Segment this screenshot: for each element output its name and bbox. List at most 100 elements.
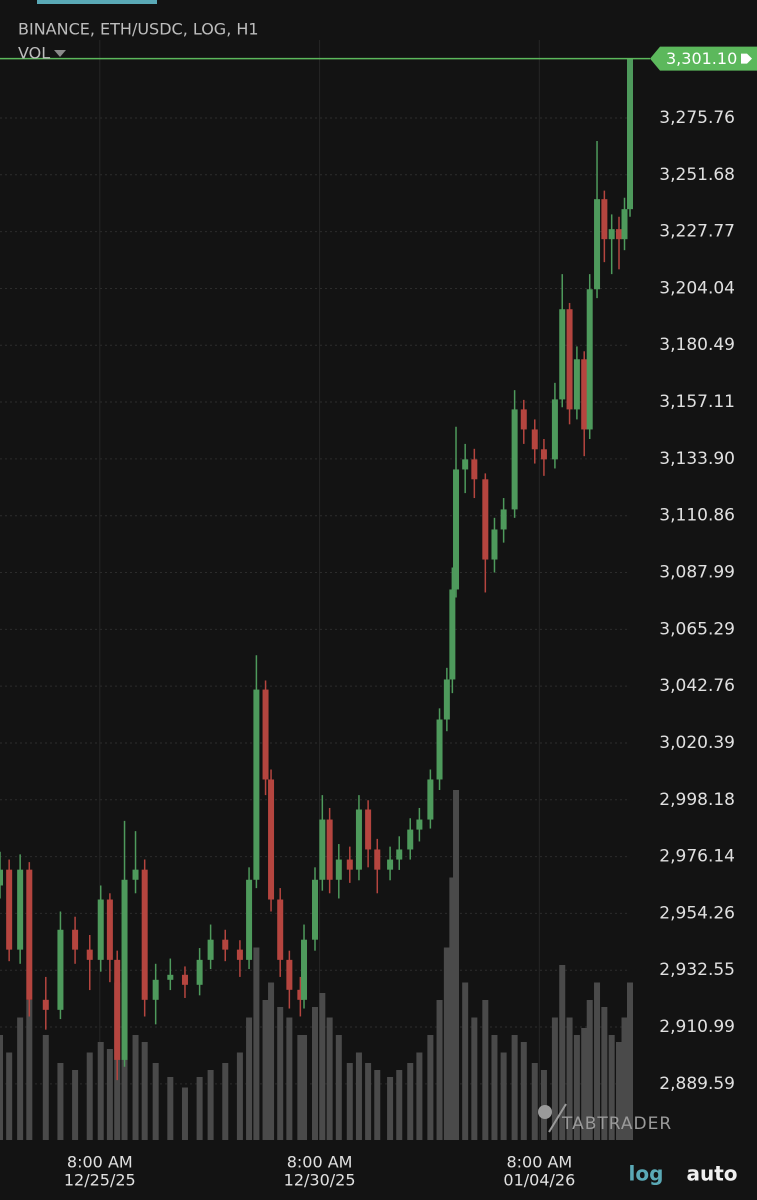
y-tick-label: 2,889.59 (659, 1074, 735, 1094)
candle-body (181, 974, 188, 985)
y-tick-label: 2,976.14 (659, 847, 735, 867)
volume-bar (181, 1087, 188, 1140)
candle-body (616, 229, 623, 240)
y-tick-label: 3,157.11 (659, 392, 735, 412)
volume-bar (520, 1042, 527, 1140)
candle-body (141, 869, 148, 1000)
candle-body (520, 409, 527, 430)
volume-bar (222, 1063, 229, 1140)
y-tick-label: 3,251.68 (659, 165, 735, 185)
volume-bar (427, 1035, 434, 1140)
candle-body (86, 949, 93, 960)
volume-bar (121, 1000, 128, 1140)
price-tag-icon (741, 53, 752, 64)
y-tick-label: 3,204.04 (659, 278, 735, 298)
candle-body (627, 58, 633, 210)
auto-button[interactable]: auto (686, 1162, 737, 1186)
candle-body (581, 359, 588, 430)
watermark-text: TABTRADER (561, 1114, 672, 1134)
y-tick-label: 2,998.18 (659, 790, 735, 810)
volume-bar (462, 982, 469, 1140)
candle-body (449, 589, 456, 680)
volume-bar (141, 1042, 148, 1140)
volume-bar (581, 1028, 588, 1140)
volume-bar (449, 877, 456, 1140)
candle-layer (0, 58, 633, 1081)
candle-body (621, 209, 628, 240)
candle-body (573, 359, 580, 410)
candle-body (511, 409, 518, 510)
candle-body (97, 899, 104, 960)
volume-bar (586, 1000, 593, 1140)
candle-body (57, 929, 64, 1010)
volume-bar (551, 1017, 558, 1140)
volume-bar (152, 1063, 159, 1140)
volume-bar (106, 1049, 113, 1140)
indicator-label[interactable]: VOL (18, 44, 50, 63)
watermark-icon (538, 1105, 552, 1119)
x-tick-label: 8:00 AM (506, 1153, 572, 1172)
volume-bar (286, 1017, 293, 1140)
volume-bar (132, 1035, 139, 1140)
chart-title: BINANCE, ETH/USDC, LOG, H1 (18, 20, 259, 39)
indicator-dropdown-arrow[interactable] (54, 50, 66, 57)
volume-bar (436, 1000, 443, 1140)
candle-body (42, 999, 49, 1010)
candle-body (207, 939, 214, 960)
candle-body (152, 979, 159, 1000)
candle-body (312, 879, 318, 940)
volume-bar (6, 1052, 13, 1140)
volume-bar (246, 1017, 253, 1140)
volume-bar (443, 947, 450, 1140)
volume-bar (253, 947, 260, 1140)
volume-bar (335, 1035, 342, 1140)
candle-body (462, 459, 469, 470)
volume-bar (416, 1052, 423, 1140)
volume-bar (326, 1017, 333, 1140)
volume-bar (482, 1000, 489, 1140)
candle-body (114, 959, 121, 1060)
volume-bar (297, 1035, 304, 1140)
y-tick-label: 3,065.29 (659, 619, 735, 639)
volume-bar (86, 1052, 93, 1140)
candle-body (601, 199, 608, 240)
candle-body (365, 809, 372, 850)
candle-body (491, 529, 498, 560)
candle-body (471, 459, 478, 480)
candle-body (196, 959, 203, 985)
volume-bar (621, 1017, 628, 1140)
candle-body (301, 939, 308, 1000)
candle-body (167, 974, 174, 980)
x-tick-label: 8:00 AM (67, 1153, 133, 1172)
volume-bar (167, 1077, 174, 1140)
y-tick-label: 3,180.49 (659, 335, 735, 355)
y-tick-label: 3,042.76 (659, 676, 735, 696)
candle-body (566, 309, 573, 410)
candle-body (268, 779, 275, 900)
y-tick-label: 2,910.99 (659, 1017, 735, 1037)
log-button[interactable]: log (629, 1162, 664, 1186)
volume-bar (319, 993, 326, 1140)
candle-body (121, 879, 128, 1060)
volume-bar (608, 1035, 615, 1140)
candle-body (346, 859, 353, 870)
volume-bar (365, 1063, 372, 1140)
volume-bar (453, 790, 460, 1140)
volume-bar (616, 1042, 623, 1140)
volume-bar (196, 1077, 203, 1140)
volume-bar (573, 1035, 580, 1140)
volume-bar (57, 1063, 64, 1140)
volume-bar (511, 1035, 518, 1140)
candle-body (17, 869, 24, 950)
volume-bar (312, 1007, 318, 1140)
volume-bar (627, 982, 633, 1140)
volume-bar (594, 982, 601, 1140)
volume-bar (17, 1017, 24, 1140)
volume-bar (500, 1052, 507, 1140)
candle-body (416, 819, 423, 830)
candle-body (319, 819, 326, 880)
volume-bar (26, 1000, 33, 1140)
candle-body (482, 479, 489, 560)
candle-body (586, 289, 593, 430)
